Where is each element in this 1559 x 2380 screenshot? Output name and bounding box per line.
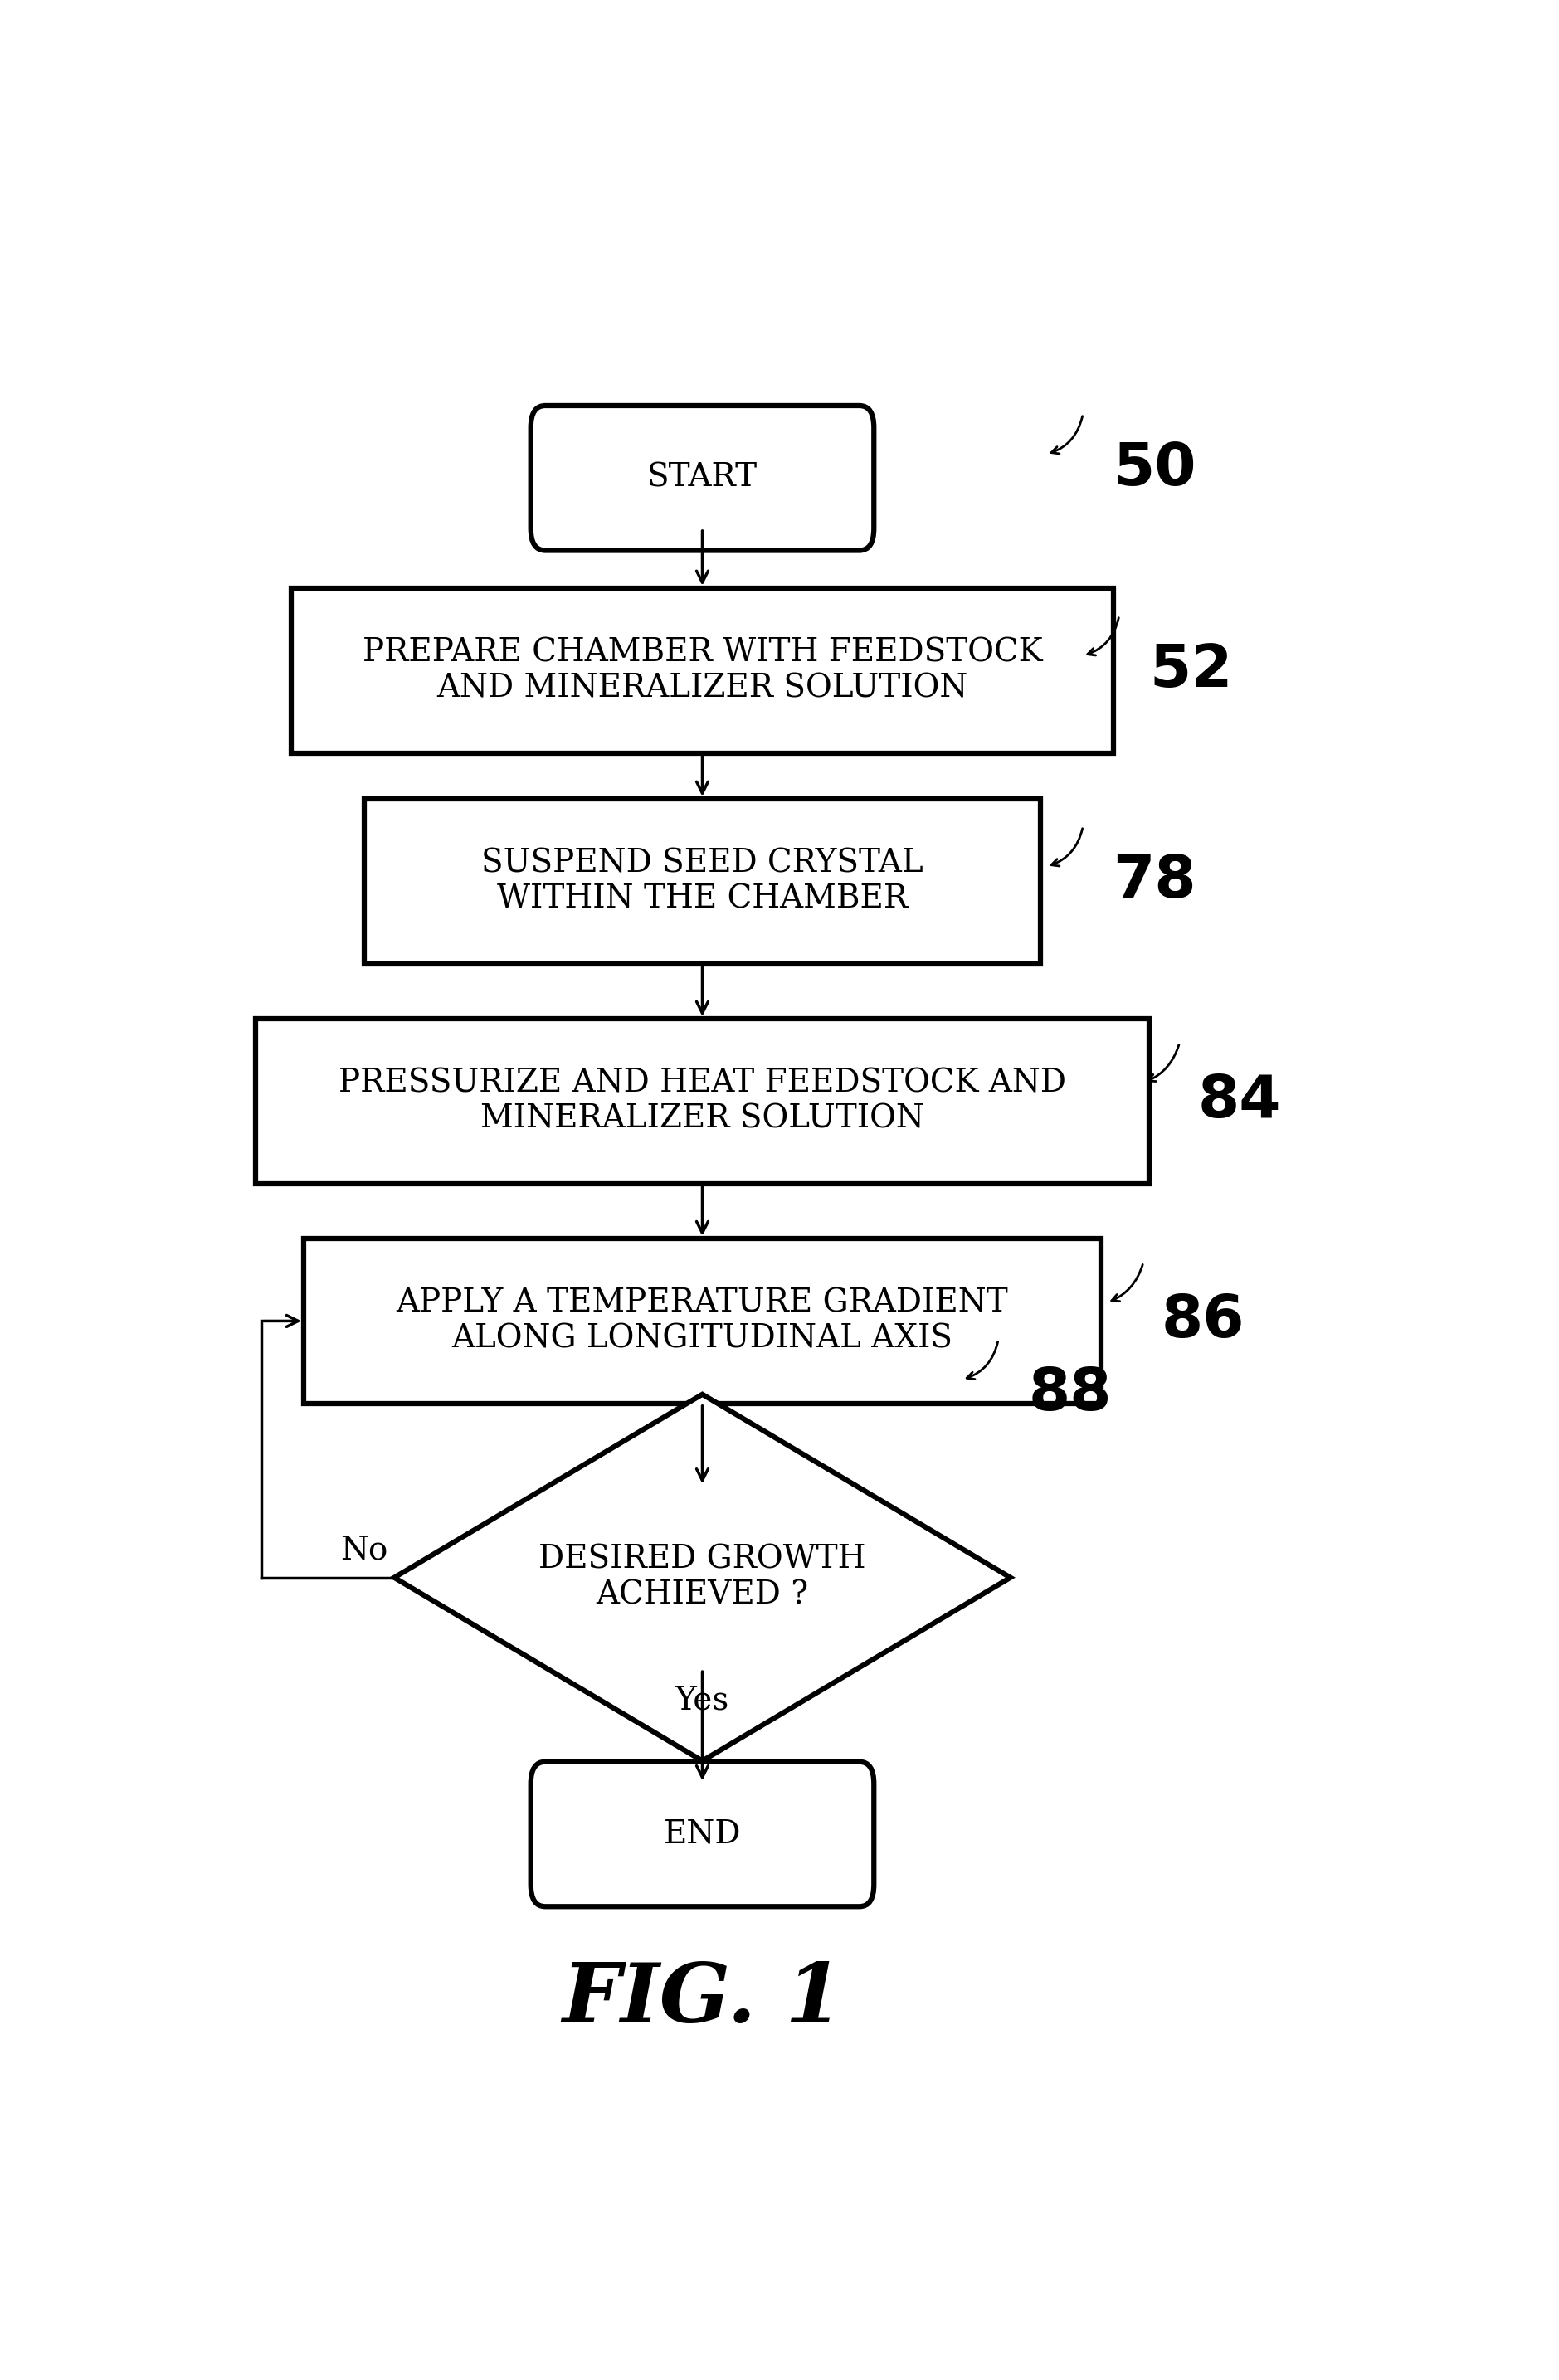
Text: PREPARE CHAMBER WITH FEEDSTOCK
AND MINERALIZER SOLUTION: PREPARE CHAMBER WITH FEEDSTOCK AND MINER… xyxy=(362,638,1043,704)
Bar xyxy=(256,1019,1149,1183)
Text: 50: 50 xyxy=(1113,440,1197,497)
Text: FIG. 1: FIG. 1 xyxy=(561,1959,843,2040)
Polygon shape xyxy=(394,1395,1010,1761)
Text: 88: 88 xyxy=(1029,1366,1112,1423)
Bar xyxy=(363,800,1041,964)
Text: 78: 78 xyxy=(1113,852,1197,909)
FancyBboxPatch shape xyxy=(530,1761,875,1906)
Text: PRESSURIZE AND HEAT FEEDSTOCK AND
MINERALIZER SOLUTION: PRESSURIZE AND HEAT FEEDSTOCK AND MINERA… xyxy=(338,1069,1066,1135)
Text: END: END xyxy=(664,1818,741,1849)
Text: Yes: Yes xyxy=(675,1685,730,1716)
Text: 52: 52 xyxy=(1149,643,1233,700)
Bar xyxy=(304,1238,1101,1404)
Text: 86: 86 xyxy=(1161,1292,1244,1349)
Text: 84: 84 xyxy=(1197,1073,1281,1130)
Text: No: No xyxy=(340,1535,388,1566)
Text: START: START xyxy=(647,462,758,493)
Text: APPLY A TEMPERATURE GRADIENT
ALONG LONGITUDINAL AXIS: APPLY A TEMPERATURE GRADIENT ALONG LONGI… xyxy=(396,1288,1009,1354)
Bar xyxy=(292,588,1113,752)
Text: SUSPEND SEED CRYSTAL
WITHIN THE CHAMBER: SUSPEND SEED CRYSTAL WITHIN THE CHAMBER xyxy=(482,847,923,914)
FancyBboxPatch shape xyxy=(530,405,875,550)
Text: DESIRED GROWTH
ACHIEVED ?: DESIRED GROWTH ACHIEVED ? xyxy=(539,1545,865,1611)
